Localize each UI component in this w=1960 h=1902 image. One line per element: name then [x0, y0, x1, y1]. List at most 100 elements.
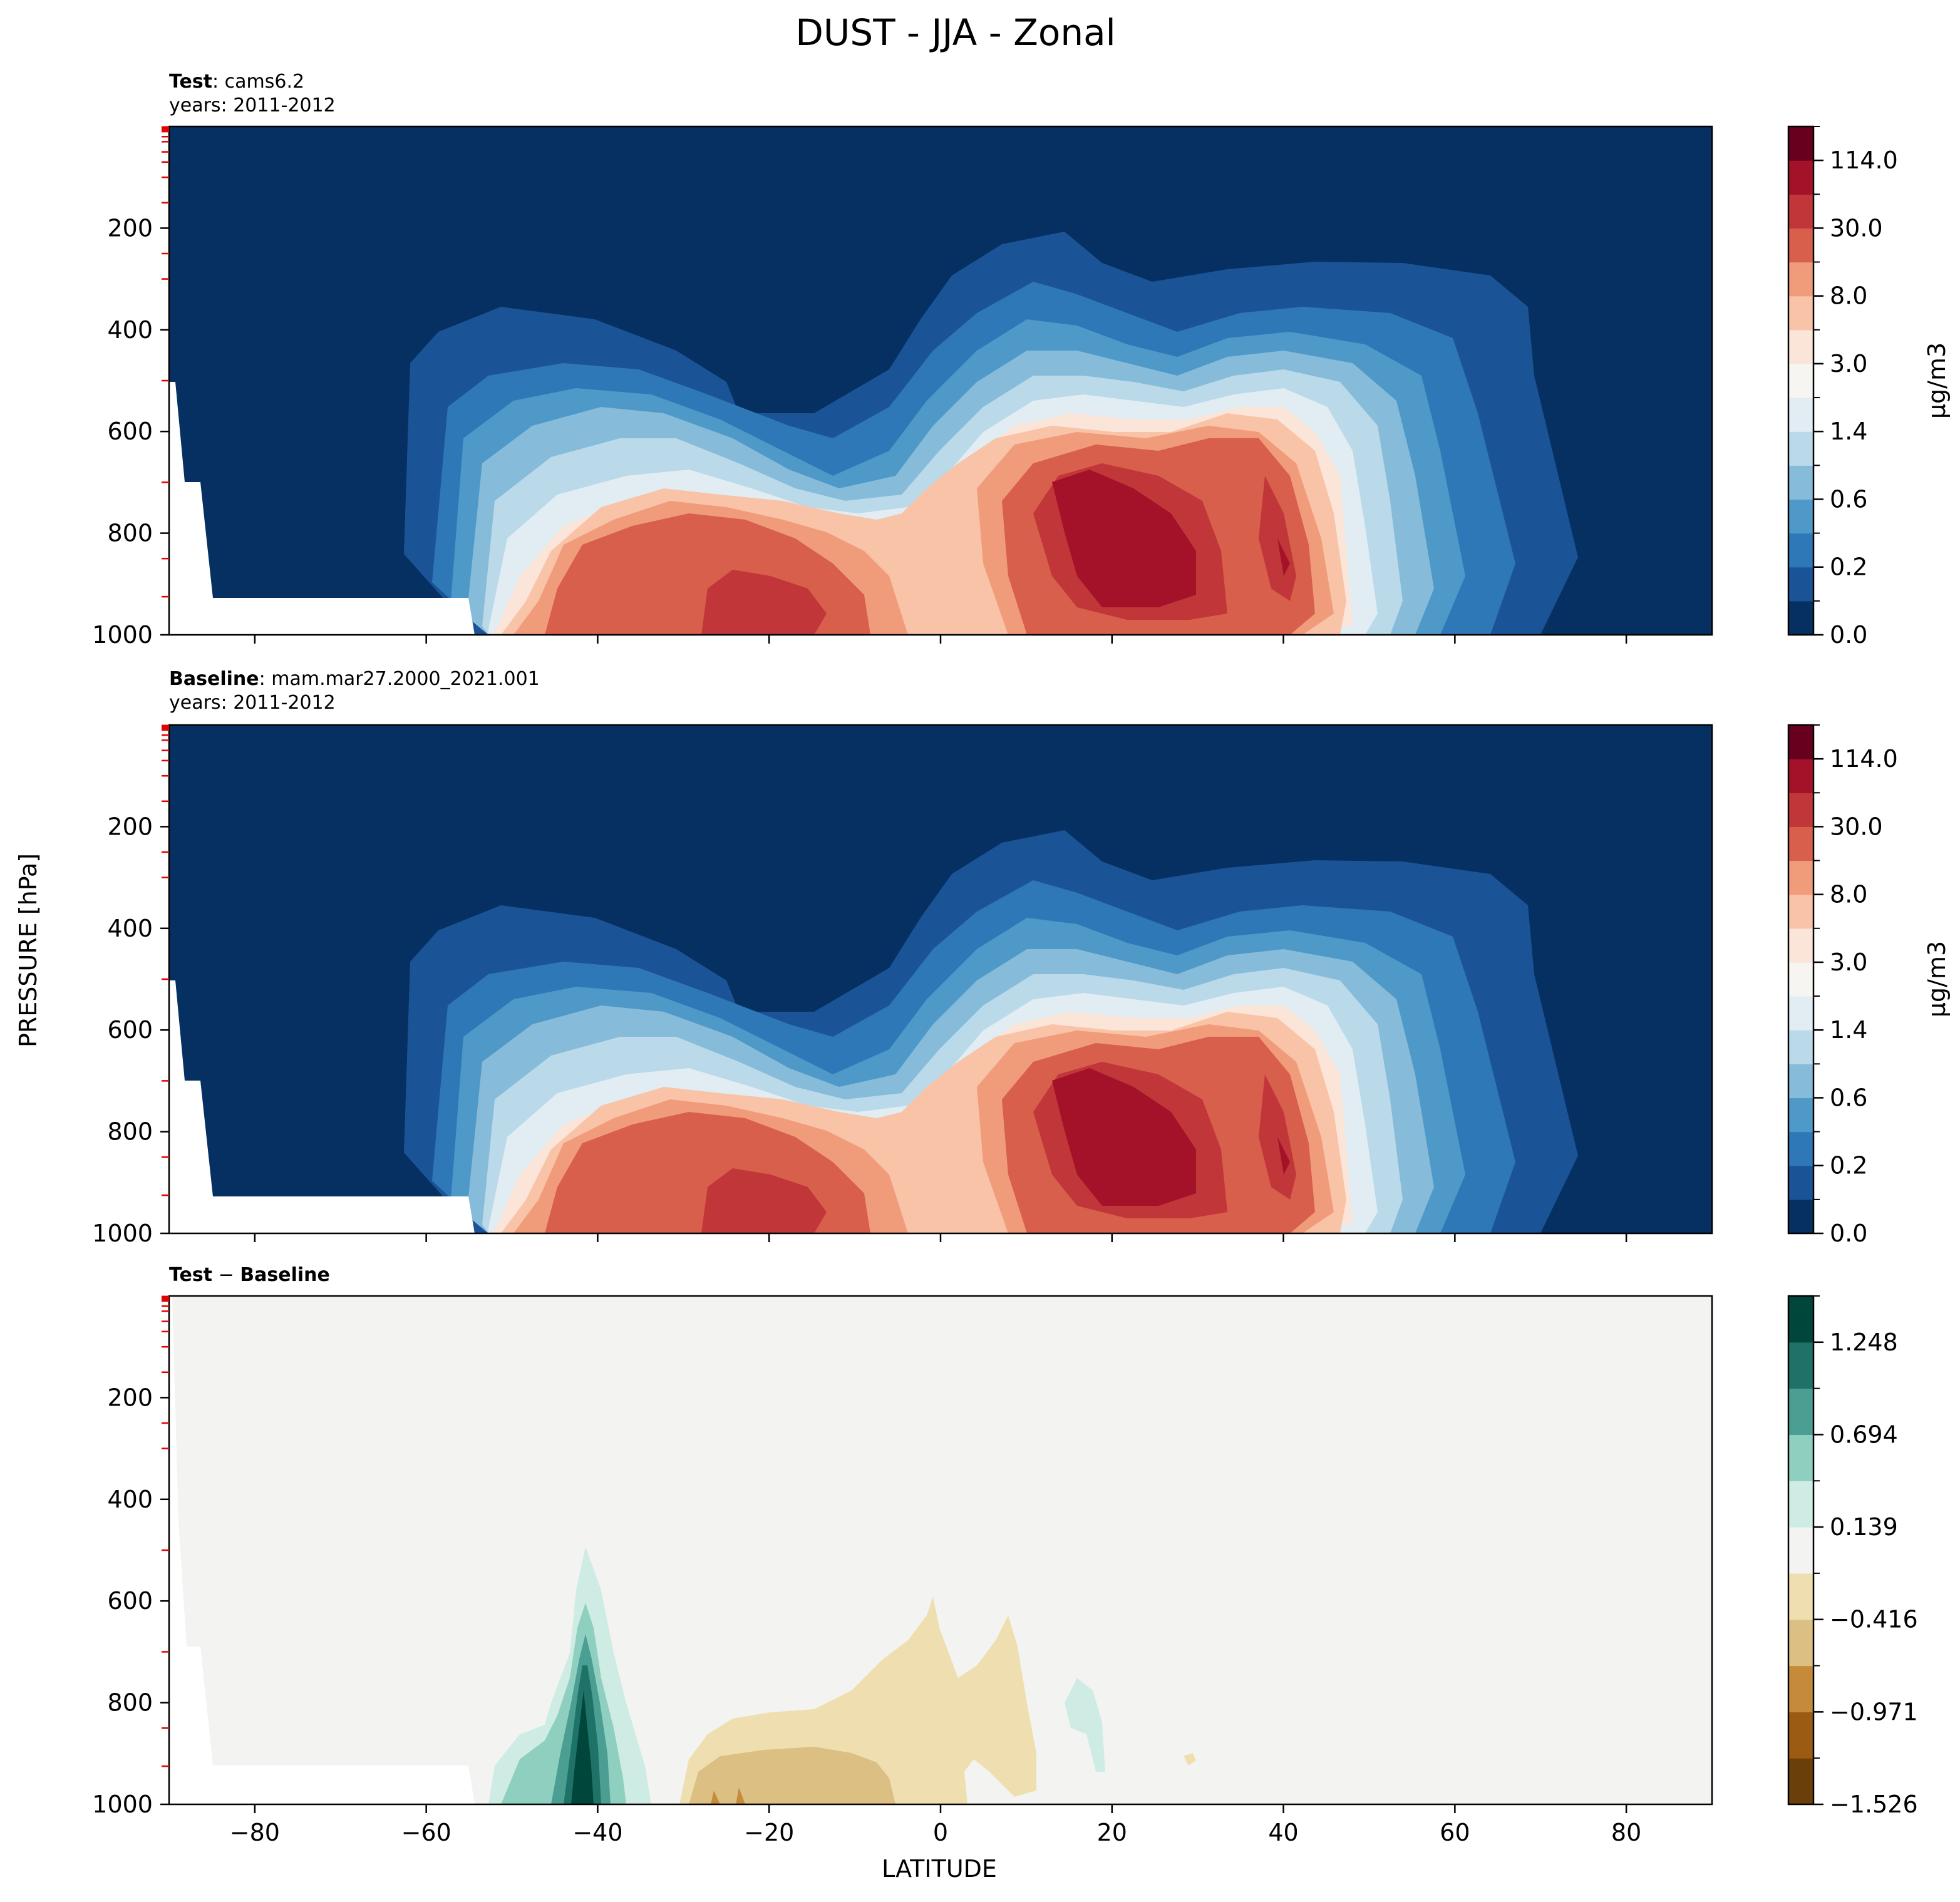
colorbar-segment [1788, 194, 1813, 229]
colorbar-segment [1788, 1296, 1813, 1343]
x-tick-label: −40 [572, 1819, 622, 1846]
x-tick-label: 80 [1611, 1819, 1641, 1846]
colorbar-segment [1788, 600, 1813, 635]
colorbar-tick-label: 0.0 [1830, 621, 1867, 649]
y-tick-label: 400 [107, 1486, 153, 1513]
colorbar-segment [1788, 793, 1813, 827]
colorbar-tick-label: −0.416 [1830, 1606, 1918, 1633]
y-tick-label: 200 [107, 813, 153, 840]
colorbar-frame [1787, 724, 1815, 1235]
panel-baseline-title: Baseline: mam.mar27.2000_2021.001 [169, 668, 540, 690]
y-axis-label: PRESSURE [hPa] [14, 853, 42, 1047]
panel-baseline: Baseline: mam.mar27.2000_2021.001 years:… [92, 668, 1713, 1247]
colorbar-tick-label: 30.0 [1830, 214, 1883, 242]
x-axis-label: LATITUDE [882, 1855, 997, 1883]
colorbar-segment [1788, 567, 1813, 602]
x-tick-label: −80 [230, 1819, 280, 1846]
colorbar-segment [1788, 1165, 1813, 1200]
x-tick-label: 40 [1268, 1819, 1298, 1846]
colorbar-segment [1788, 160, 1813, 195]
colorbar-tick-label: 0.2 [1830, 553, 1867, 581]
colorbar-segment [1788, 533, 1813, 568]
y-tick-label: 400 [107, 915, 153, 942]
y-tick-label: 600 [107, 418, 153, 445]
dust-contours [169, 830, 1578, 1233]
contour-field-difference [169, 1296, 1712, 1804]
colorbar-label: μg/m3 [1923, 941, 1951, 1017]
x-tick-label: 20 [1097, 1819, 1127, 1846]
colorbar-tick-label: 114.0 [1830, 745, 1898, 773]
colorbar-segment [1788, 398, 1813, 432]
y-tick-label: 200 [107, 1384, 153, 1411]
colorbar-tick-label: 0.6 [1830, 485, 1867, 513]
colorbar-segment [1788, 996, 1813, 1031]
colorbar-segment [1788, 262, 1813, 297]
colorbar-segment [1788, 725, 1813, 759]
axes-baseline: 200 400 600 800 1000 [92, 724, 1627, 1247]
x-tick-label: −60 [401, 1819, 451, 1846]
colorbar-tick-label: 1.4 [1830, 1016, 1867, 1044]
contour-level-114.0 [1052, 1068, 1290, 1206]
colorbar-tick-label: −0.971 [1830, 1698, 1918, 1725]
negative-anomaly [679, 1596, 1196, 1804]
colorbar-tick-label: 1.4 [1830, 418, 1867, 445]
small-positive-patch [1065, 1678, 1105, 1772]
colorbar-tick-label: 0.6 [1830, 1084, 1867, 1111]
y-tick-label: 1000 [92, 1791, 153, 1818]
colorbar-segment [1788, 1388, 1813, 1436]
colorbar-segment [1788, 1527, 1813, 1574]
y-tick-label: 200 [107, 214, 153, 242]
panel-baseline-subtitle: years: 2011-2012 [169, 692, 336, 714]
colorbar-difference: −1.526 −0.971 −0.416 0.139 0.694 1.248 [1787, 1295, 1918, 1818]
colorbar-segment [1788, 1573, 1813, 1620]
diff-level-0.416-negative [689, 1747, 895, 1804]
colorbar-segment [1788, 126, 1813, 161]
panel-difference: Test − Baseline −80 −60 −40 −20 0 20 40 60 80 200… [92, 1264, 1713, 1846]
topography-mask [169, 1296, 475, 1804]
y-tick-label: 800 [107, 1689, 153, 1717]
y-tick-label: 600 [107, 1016, 153, 1044]
colorbar-segment [1788, 759, 1813, 793]
colorbar-segment [1788, 228, 1813, 263]
axes-difference: −80 −60 −40 −20 0 20 40 60 80 200 400 600 800 1000 [92, 1295, 1641, 1846]
colorbar-segment [1788, 499, 1813, 534]
colorbar-segment [1788, 1030, 1813, 1064]
colorbar-segment [1788, 1481, 1813, 1528]
colorbar-segment [1788, 329, 1813, 364]
colorbar-baseline: 0.0 0.2 0.6 1.4 3.0 8.0 30.0 114.0 μg/m3 [1787, 724, 1951, 1247]
x-tick-label: −20 [744, 1819, 794, 1846]
colorbar-tick-label: 3.0 [1830, 350, 1867, 378]
colorbar-segment [1788, 465, 1813, 500]
colorbar-segment [1788, 1712, 1813, 1759]
y-tick-label: 800 [107, 520, 153, 547]
colorbar-tick-label: 8.0 [1830, 282, 1867, 310]
colorbar-tick-label: 1.248 [1830, 1329, 1898, 1356]
colorbar-segment [1788, 296, 1813, 331]
colorbar-test: 0.0 0.2 0.6 1.4 3.0 8.0 30.0 114.0 μg/m3 [1787, 125, 1951, 649]
contour-field-baseline [169, 725, 1712, 1233]
x-tick-label: 0 [933, 1819, 948, 1846]
colorbar-tick-label: 114.0 [1830, 147, 1898, 174]
colorbar-frame [1787, 125, 1815, 636]
colorbar-segment [1788, 1434, 1813, 1481]
dust-contours [169, 232, 1578, 635]
y-tick-label: 1000 [92, 1220, 153, 1247]
colorbar-segment [1788, 1131, 1813, 1166]
colorbar-segment [1788, 363, 1813, 398]
colorbar-segment [1788, 1758, 1813, 1805]
axes-test: 200 400 600 800 1000 [92, 126, 1627, 649]
colorbar-tick-label: 0.0 [1830, 1220, 1867, 1247]
diff-level-0.971-negative [711, 1787, 745, 1804]
diff-level-1.248 [571, 1690, 594, 1804]
panel-test-subtitle: years: 2011-2012 [169, 95, 336, 116]
topography-mask [169, 980, 475, 1233]
colorbar-segment [1788, 928, 1813, 963]
y-tick-label: 600 [107, 1587, 153, 1615]
colorbar-tick-label: 30.0 [1830, 813, 1883, 840]
colorbar-tick-label: 3.0 [1830, 948, 1867, 976]
colorbar-segment [1788, 1342, 1813, 1389]
colorbar-segment [1788, 962, 1813, 997]
contour-level-114.0 [1052, 470, 1290, 607]
